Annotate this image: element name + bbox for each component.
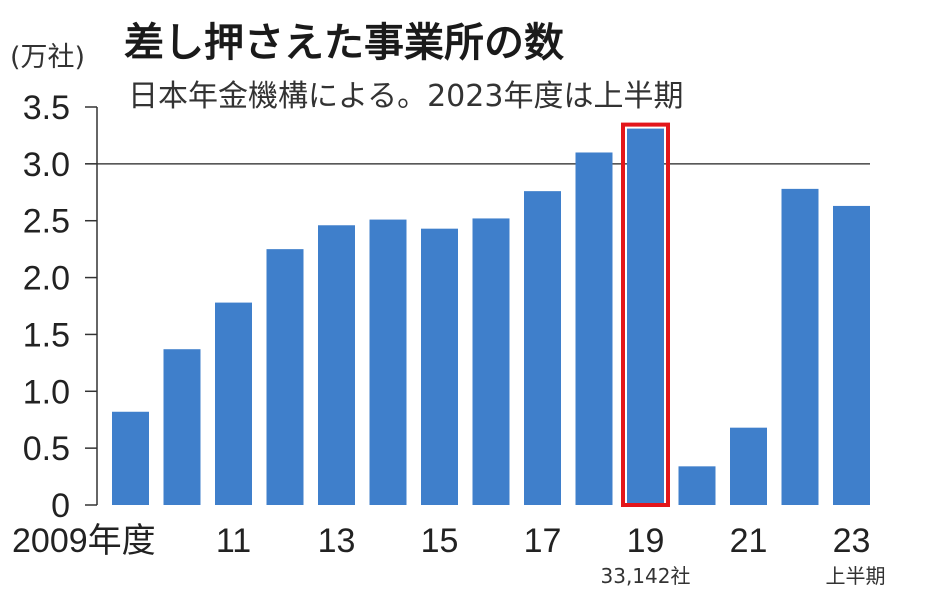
bar — [472, 218, 510, 505]
bar — [833, 205, 870, 505]
bar — [163, 349, 201, 505]
y-axis: 0 0.5 1.0 1.5 2.0 2.5 3.0 3.5 — [23, 89, 98, 525]
bar-highlight-box — [621, 122, 670, 507]
bar — [215, 302, 252, 505]
x-tick-label: 23 — [833, 522, 871, 560]
bar — [112, 411, 149, 505]
y-tick-label: 1.0 — [23, 373, 70, 411]
x-tick-label: 15 — [421, 522, 459, 560]
bar — [524, 191, 561, 506]
annotations: 33,142社 上半期 — [601, 564, 886, 588]
y-tick-label: 1.5 — [23, 316, 70, 354]
y-axis-unit-label: (万社) — [10, 42, 85, 73]
bar — [318, 225, 355, 505]
x-axis: 2009年度 11 13 15 17 19 21 23 — [12, 522, 870, 560]
chart-title: 差し押さえた事業所の数 — [124, 20, 564, 66]
bar — [575, 152, 613, 505]
highlight-value-note: 33,142社 — [601, 564, 691, 588]
y-tick-label: 3.0 — [23, 146, 70, 184]
bar — [730, 427, 767, 505]
x-tick-label: 19 — [627, 522, 665, 560]
y-tick-label: 2.5 — [23, 203, 70, 241]
bar — [678, 466, 716, 505]
y-tick-label: 0 — [51, 487, 70, 525]
y-tick-label: 0.5 — [23, 430, 70, 468]
bar — [266, 249, 304, 505]
x-tick-label: 21 — [730, 522, 768, 560]
y-tick-label: 2.0 — [23, 260, 70, 298]
x-tick-label: 13 — [318, 522, 356, 560]
chart-subtitle: 日本年金機構による。2023年度は上半期 — [128, 79, 683, 114]
y-tick-label: 3.5 — [23, 89, 70, 127]
bars — [112, 122, 870, 507]
bar — [369, 219, 407, 505]
x-tick-label: 2009年度 — [12, 522, 156, 560]
last-bar-note: 上半期 — [826, 564, 886, 588]
x-tick-label: 11 — [216, 522, 251, 560]
bar — [421, 228, 458, 505]
bar — [627, 128, 664, 505]
x-tick-label: 17 — [524, 522, 562, 560]
bar — [781, 188, 819, 506]
